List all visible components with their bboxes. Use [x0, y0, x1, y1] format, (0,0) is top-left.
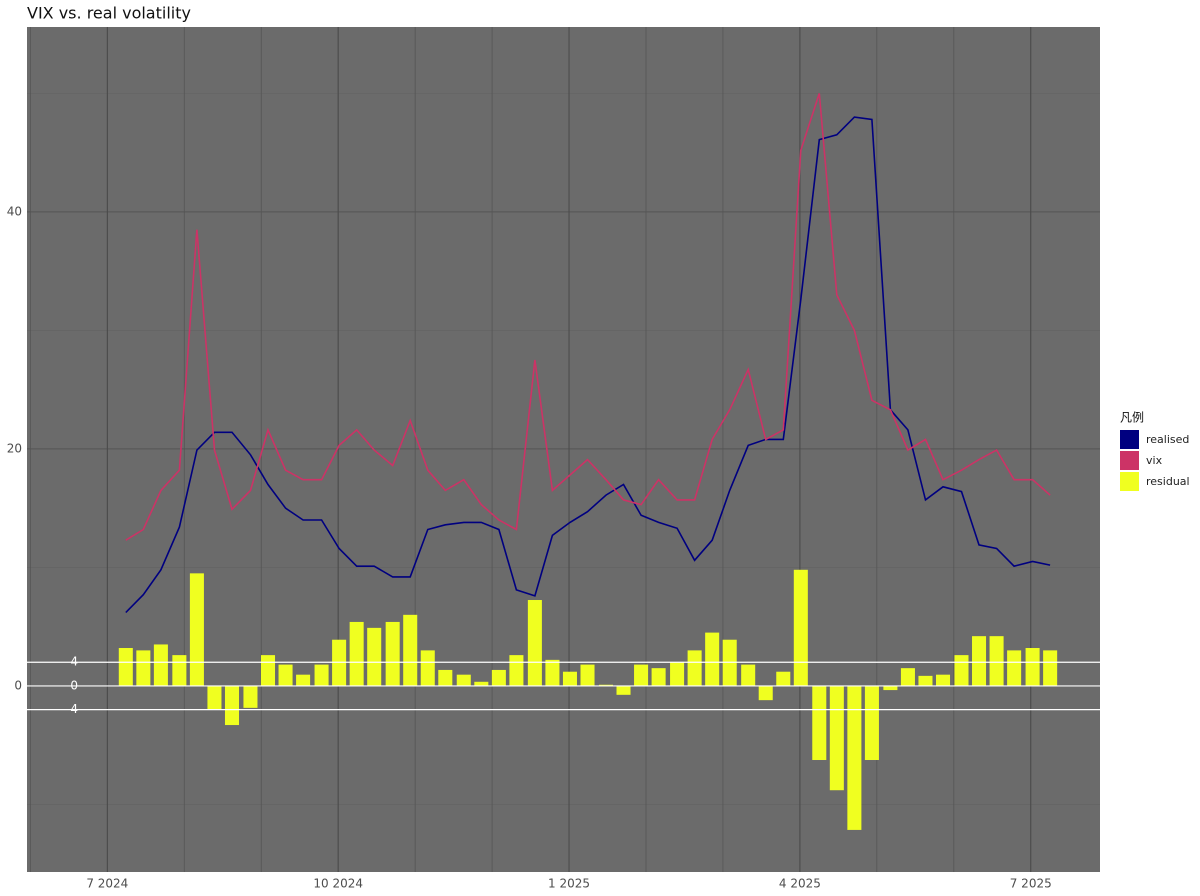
legend-label: residual — [1146, 475, 1190, 488]
legend-title: 凡例 — [1120, 411, 1144, 425]
legend-label: realised — [1146, 433, 1189, 446]
bar — [989, 636, 1004, 686]
legend-key — [1120, 430, 1139, 449]
bar — [900, 668, 915, 686]
bar — [314, 664, 329, 686]
bar — [260, 655, 276, 686]
bar — [296, 674, 311, 686]
bar — [793, 569, 808, 686]
y-tick-label: 20 — [7, 441, 22, 455]
bar — [189, 573, 204, 686]
bar — [562, 671, 577, 686]
bar — [456, 674, 471, 686]
bar — [883, 685, 898, 691]
panel — [27, 27, 1100, 872]
bar — [812, 685, 827, 761]
y2-tick-label: 4 — [70, 655, 78, 669]
y-tick-label: 40 — [7, 204, 22, 218]
bar — [741, 664, 756, 686]
grid — [27, 27, 1100, 872]
bar — [829, 685, 844, 791]
bar — [864, 685, 879, 761]
bar — [420, 650, 435, 686]
bar — [367, 627, 382, 686]
bar — [954, 655, 969, 686]
bar — [651, 668, 666, 686]
bar — [776, 671, 791, 686]
bar — [172, 655, 187, 686]
x-tick-label: 4 2025 — [779, 877, 821, 891]
bar — [580, 664, 595, 686]
x-tick-label: 7 2025 — [1010, 877, 1052, 891]
bar — [527, 600, 542, 686]
bar — [385, 621, 400, 686]
bar — [758, 685, 773, 701]
line — [125, 93, 1051, 541]
bar — [1007, 650, 1022, 686]
bar — [438, 669, 453, 686]
x-tick-label: 7 2024 — [86, 877, 128, 891]
bar — [509, 655, 524, 686]
bar — [136, 650, 151, 686]
bar — [847, 685, 862, 830]
chart-title: VIX vs. real volatility — [27, 4, 191, 23]
bar — [491, 669, 506, 686]
bar — [474, 681, 489, 686]
bar — [1043, 650, 1058, 686]
bar — [634, 664, 649, 686]
bar — [1025, 648, 1040, 686]
bar — [153, 644, 168, 686]
y-tick-label: 0 — [14, 678, 22, 692]
bar — [545, 659, 560, 686]
bar — [972, 636, 987, 686]
legend-label: vix — [1146, 454, 1163, 467]
bar — [616, 685, 631, 695]
y2-tick-label: -4 — [66, 702, 78, 716]
bar — [670, 662, 685, 686]
x-tick-label: 10 2024 — [313, 877, 363, 891]
bar — [278, 664, 293, 686]
bar — [118, 648, 133, 686]
bar — [349, 621, 364, 686]
bar — [207, 685, 222, 710]
x-tick-label: 1 2025 — [548, 877, 590, 891]
legend-key — [1120, 472, 1139, 491]
line — [125, 116, 1051, 614]
bar — [403, 614, 418, 686]
y2-tick-label: 0 — [70, 678, 78, 692]
bar — [705, 632, 720, 686]
bar — [936, 674, 951, 686]
bar — [687, 650, 702, 686]
bar — [243, 685, 258, 708]
legend-key — [1120, 451, 1139, 470]
bar — [918, 675, 933, 686]
bar — [224, 685, 240, 726]
